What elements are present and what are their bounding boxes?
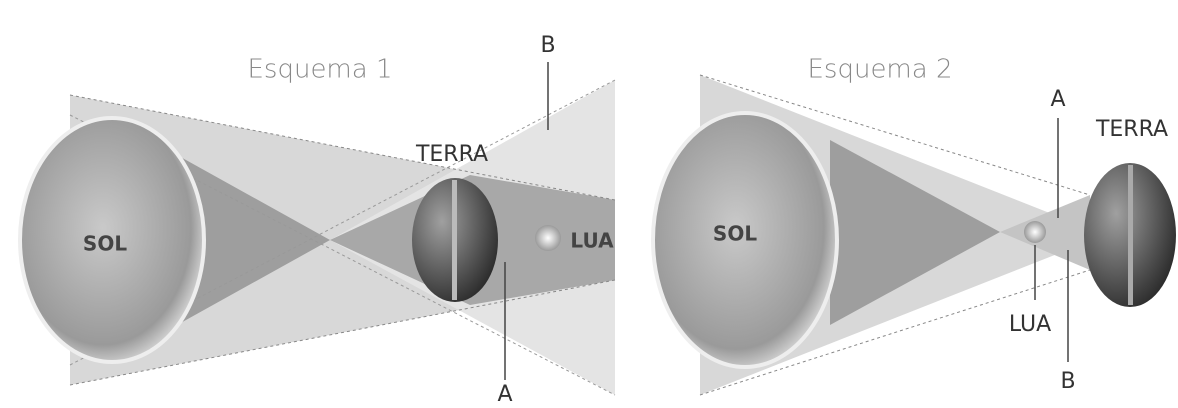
scheme-1: Esquema 1 SOL TERRA LUA A B: [18, 33, 616, 407]
ray: [699, 74, 1091, 196]
title: Esquema 2: [807, 55, 952, 85]
sun: [651, 111, 839, 369]
moon-label: LUA: [1009, 312, 1051, 337]
title: Esquema 1: [247, 55, 392, 85]
sun-label: SOL: [713, 222, 757, 246]
terminator: [452, 180, 457, 300]
sun: [18, 116, 206, 364]
point-a-label: A: [1050, 87, 1065, 112]
point-b-label: B: [540, 33, 555, 58]
moon: [535, 225, 561, 251]
earth-label: TERRA: [1095, 117, 1168, 142]
umbra-cone: [830, 140, 1000, 325]
point-a-label: A: [497, 382, 512, 407]
sun-label: SOL: [83, 232, 127, 256]
scheme-2: Esquema 2 SOL TERRA LUA A B: [651, 55, 1176, 396]
terminator: [1128, 165, 1133, 305]
point-b-label: B: [1060, 369, 1075, 394]
ray: [69, 94, 616, 201]
moon: [1024, 221, 1046, 243]
earth-label: TERRA: [415, 142, 488, 167]
ray: [69, 279, 616, 386]
moon-label: LUA: [570, 229, 614, 253]
ray: [699, 269, 1091, 396]
